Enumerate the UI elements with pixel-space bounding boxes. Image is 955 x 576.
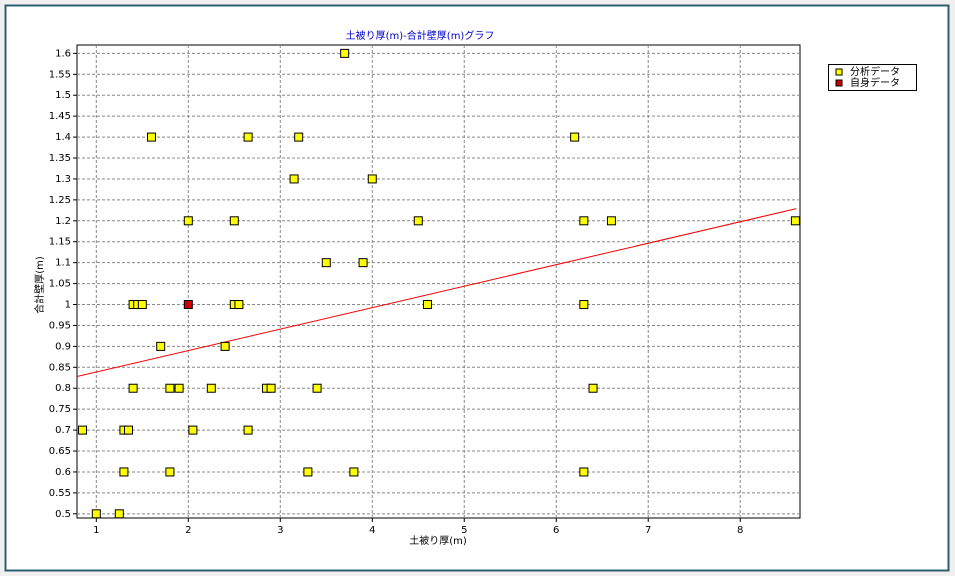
x-tick-label: 7 — [645, 525, 651, 536]
legend-marker — [835, 68, 843, 76]
y-tick-label: 1.15 — [49, 237, 71, 248]
data-point — [165, 383, 175, 393]
y-tick-label: 1.45 — [49, 111, 71, 122]
y-tick-label: 1.05 — [49, 279, 71, 290]
legend-label: 分析データ — [850, 65, 900, 78]
legend-label: 自身データ — [850, 76, 900, 89]
y-tick-label: 0.65 — [49, 446, 71, 457]
y-tick-label: 1 — [65, 300, 71, 311]
data-point — [128, 383, 138, 393]
data-point — [165, 467, 175, 477]
data-point — [183, 216, 193, 226]
data-point — [579, 467, 589, 477]
data-point — [367, 174, 377, 184]
data-point — [78, 425, 88, 435]
data-point — [413, 216, 423, 226]
data-point — [243, 132, 253, 142]
data-point — [220, 341, 230, 351]
x-tick-label: 3 — [277, 525, 283, 536]
data-point — [790, 216, 800, 226]
y-tick-label: 1.25 — [49, 195, 71, 206]
trend-line — [76, 208, 797, 378]
data-point — [588, 383, 598, 393]
y-tick-label: 1.5 — [55, 90, 71, 101]
data-point — [321, 258, 331, 268]
y-tick-label: 0.9 — [55, 341, 71, 352]
data-point — [119, 467, 129, 477]
y-tick-label: 0.85 — [49, 362, 71, 373]
y-tick-label: 1.3 — [55, 174, 71, 185]
data-point — [340, 48, 350, 58]
chart-title: 土被り厚(m)-合計壁厚(m)グラフ — [346, 29, 495, 42]
y-tick-label: 1.2 — [55, 216, 71, 227]
data-point — [266, 383, 276, 393]
data-point — [206, 383, 216, 393]
data-point — [349, 467, 359, 477]
y-tick-label: 1.4 — [55, 132, 71, 143]
data-point — [358, 258, 368, 268]
y-tick-label: 1.55 — [49, 69, 71, 80]
data-point — [579, 300, 589, 310]
y-tick-label: 1.35 — [49, 153, 71, 164]
y-axis-label: 合計壁厚(m) — [33, 256, 46, 314]
plot-area — [76, 44, 801, 519]
data-point — [422, 300, 432, 310]
y-tick-label: 0.55 — [49, 488, 71, 499]
data-point — [188, 425, 198, 435]
data-point — [114, 509, 124, 519]
data-point — [183, 300, 193, 310]
y-tick-label: 0.6 — [55, 467, 71, 478]
y-tick-label: 1.6 — [55, 48, 71, 59]
y-tick-label: 1.1 — [55, 258, 71, 269]
data-point — [137, 300, 147, 310]
data-point — [289, 174, 299, 184]
data-point — [234, 300, 244, 310]
data-point — [303, 467, 313, 477]
x-tick-label: 5 — [461, 525, 467, 536]
data-point — [124, 425, 134, 435]
x-tick-label: 8 — [737, 525, 743, 536]
x-tick-label: 1 — [93, 525, 99, 536]
data-point — [156, 341, 166, 351]
data-point — [147, 132, 157, 142]
x-tick-label: 6 — [553, 525, 559, 536]
data-point — [243, 425, 253, 435]
data-point — [570, 132, 580, 142]
y-tick-label: 0.7 — [55, 425, 71, 436]
data-point — [312, 383, 322, 393]
legend-marker — [835, 79, 843, 87]
data-point — [579, 216, 589, 226]
legend — [828, 64, 917, 91]
y-tick-label: 0.5 — [55, 509, 71, 520]
y-tick-label: 0.95 — [49, 320, 71, 331]
x-tick-label: 4 — [369, 525, 375, 536]
x-tick-label: 2 — [185, 525, 191, 536]
y-tick-label: 0.75 — [49, 404, 71, 415]
y-tick-label: 0.8 — [55, 383, 71, 394]
data-point — [174, 383, 184, 393]
x-axis-label: 土被り厚(m) — [409, 534, 467, 547]
data-point — [229, 216, 239, 226]
data-point — [606, 216, 616, 226]
data-point — [91, 509, 101, 519]
data-point — [294, 132, 304, 142]
